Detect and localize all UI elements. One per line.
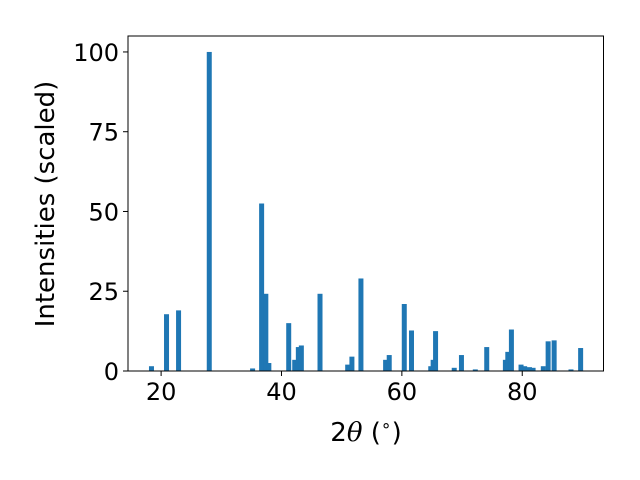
bar xyxy=(266,363,272,371)
y-tick-label: 0 xyxy=(104,358,119,386)
bar xyxy=(206,51,212,371)
bar xyxy=(551,340,557,371)
bar xyxy=(298,345,304,371)
x-tick-label: 80 xyxy=(507,378,538,406)
y-axis-ticks: 0 25 50 75 100 xyxy=(73,39,128,386)
x-tick-label: 60 xyxy=(387,378,418,406)
bar xyxy=(433,331,439,371)
bar xyxy=(530,367,536,371)
y-tick-label: 100 xyxy=(73,39,119,67)
bar xyxy=(508,329,514,371)
x-tick-label: 40 xyxy=(266,378,297,406)
bar xyxy=(522,366,528,371)
bar xyxy=(176,310,182,371)
x-tick-label: 20 xyxy=(146,378,177,406)
plot-frame xyxy=(127,35,604,372)
bar xyxy=(383,359,389,371)
y-tick-label: 50 xyxy=(88,198,119,226)
bar xyxy=(518,364,524,371)
bar xyxy=(164,314,170,371)
bar xyxy=(568,369,574,371)
x-axis-ticks: 20 40 60 80 xyxy=(146,371,538,406)
bar xyxy=(358,278,364,371)
bar xyxy=(263,293,269,371)
bar xyxy=(345,364,351,371)
bar xyxy=(505,351,511,371)
bar xyxy=(292,359,298,371)
bar xyxy=(295,347,301,371)
bar xyxy=(484,347,490,371)
bar xyxy=(401,304,407,371)
bar xyxy=(286,323,292,371)
y-tick-label: 25 xyxy=(88,278,119,306)
bars-group xyxy=(148,51,584,371)
x-axis-label: 2θ (∘) xyxy=(330,416,401,448)
bar xyxy=(259,203,265,371)
y-axis-label: Intensities (scaled) xyxy=(31,81,61,328)
bar xyxy=(458,355,464,371)
bar xyxy=(408,330,414,371)
bar xyxy=(250,368,256,371)
bar xyxy=(578,348,584,371)
bar xyxy=(317,293,323,371)
bar xyxy=(540,366,546,371)
bar xyxy=(451,367,457,371)
y-tick-label: 75 xyxy=(88,119,119,147)
bar xyxy=(349,356,355,371)
bar xyxy=(148,366,154,371)
bar xyxy=(472,369,478,371)
bar xyxy=(386,355,392,371)
bar xyxy=(526,367,532,371)
bar xyxy=(545,341,551,371)
